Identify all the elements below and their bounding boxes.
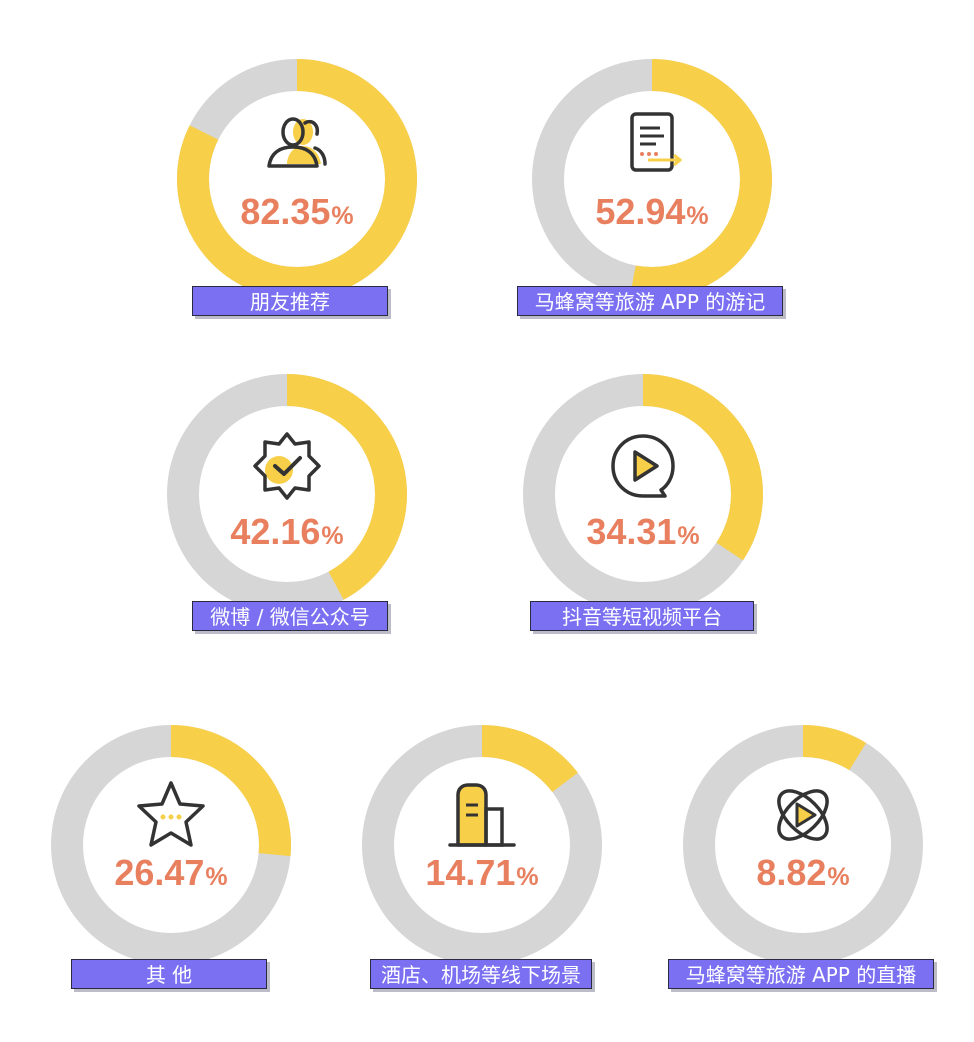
donut-item: 82.35% 朋友推荐	[177, 59, 427, 329]
percent-value: 14.71%	[425, 852, 539, 893]
percent-value: 26.47%	[114, 852, 228, 893]
building-icon	[442, 775, 522, 855]
percent-value: 42.16%	[230, 511, 344, 552]
donut-value-arc	[683, 725, 923, 965]
category-label: 抖音等短视频平台	[530, 601, 754, 631]
donut-item: 34.31% 抖音等短视频平台	[523, 374, 773, 644]
donut-value-arc	[532, 59, 772, 299]
percent-value: 52.94%	[595, 191, 709, 232]
donut-value-arc	[362, 725, 602, 965]
category-label: 朋友推荐	[192, 286, 388, 316]
donut-value-arc	[167, 374, 407, 614]
donut-chart	[167, 374, 407, 614]
orbit-play-icon	[763, 775, 843, 855]
donut-item: 8.82% 马蜂窝等旅游 APP 的直播	[668, 725, 943, 997]
donut-chart	[177, 59, 417, 299]
donut-value-arc	[51, 725, 291, 965]
donut-value-arc	[177, 59, 417, 299]
percent-value: 34.31%	[586, 511, 700, 552]
category-label: 马蜂窝等旅游 APP 的游记	[517, 286, 783, 316]
people-icon	[257, 104, 337, 184]
verified-badge-icon	[247, 426, 327, 506]
donut-chart	[51, 725, 291, 965]
document-icon	[612, 104, 692, 184]
play-circle-icon	[603, 426, 683, 506]
donut-value-arc	[523, 374, 763, 614]
category-label: 马蜂窝等旅游 APP 的直播	[668, 959, 934, 989]
donut-chart	[532, 59, 772, 299]
donut-chart	[362, 725, 602, 965]
star-icon	[131, 775, 211, 855]
donut-chart	[683, 725, 923, 965]
donut-item: 42.16% 微博 / 微信公众号	[167, 374, 417, 644]
category-label: 微博 / 微信公众号	[192, 601, 388, 631]
donut-item: 52.94% 马蜂窝等旅游 APP 的游记	[517, 59, 792, 329]
donut-chart	[523, 374, 763, 614]
category-label: 酒店、机场等线下场景	[370, 959, 592, 989]
category-label: 其 他	[71, 959, 267, 989]
donut-item: 14.71% 酒店、机场等线下场景	[362, 725, 612, 997]
percent-value: 8.82%	[756, 852, 850, 893]
percent-value: 82.35%	[240, 191, 354, 232]
donut-item: 26.47% 其 他	[51, 725, 301, 997]
